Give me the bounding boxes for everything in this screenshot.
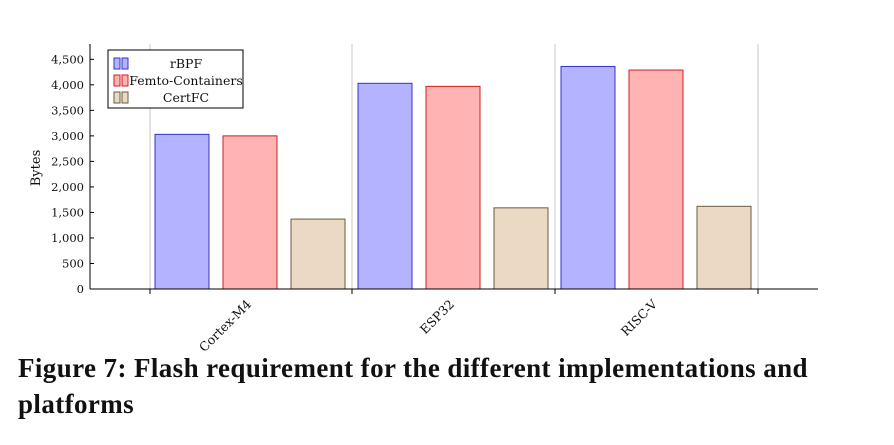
y-tick-label: 500 xyxy=(62,256,84,270)
bar-rbpf-risc-v xyxy=(560,65,616,290)
legend-swatch xyxy=(121,57,129,70)
legend-swatch xyxy=(113,74,121,87)
chart: 0 500 1,000 1,500 2,000 2,500 3,000 3,500 4,000 4… xyxy=(29,44,818,355)
bar-rbpf-cortex-m4 xyxy=(154,133,210,290)
y-tick-label: 4,500 xyxy=(51,52,84,66)
legend-swatch xyxy=(113,57,121,70)
grid xyxy=(149,44,759,289)
x-tick-label: ESP32 xyxy=(417,297,457,337)
bar-femto-containers-cortex-m4 xyxy=(222,135,278,290)
legend-swatch xyxy=(121,74,129,87)
x-tick-label: RISC-V xyxy=(618,296,661,339)
legend-swatch xyxy=(121,91,129,104)
x-tick-label: Cortex-M4 xyxy=(196,296,254,354)
bars xyxy=(154,65,752,290)
bar-femto-containers-esp32 xyxy=(425,85,481,290)
legend: rBPF Femto-Containers CertFC xyxy=(107,49,244,109)
legend-label: CertFC xyxy=(163,90,209,105)
y-tick-label: 1,500 xyxy=(51,205,84,219)
y-tick-label: 0 xyxy=(77,282,84,296)
y-tick-label: 2,500 xyxy=(51,154,84,168)
y-axis-label: Bytes xyxy=(29,150,44,187)
legend-label: Femto-Containers xyxy=(129,73,242,88)
legend-label: rBPF xyxy=(170,56,203,71)
legend-box xyxy=(107,49,244,109)
figure-caption: Figure 7: Flash requirement for the diff… xyxy=(18,353,808,419)
legend-swatch xyxy=(113,91,121,104)
bar-certfc-cortex-m4 xyxy=(290,218,346,290)
y-tick-label: 1,000 xyxy=(51,231,84,245)
bar-chart: 0 500 1,000 1,500 2,000 2,500 3,000 3,500 4,000 4… xyxy=(29,44,818,355)
bar-certfc-risc-v xyxy=(696,205,752,290)
y-tick-label: 4,000 xyxy=(51,78,84,92)
bar-femto-containers-risc-v xyxy=(628,69,684,290)
y-tick-label: 2,000 xyxy=(51,180,84,194)
y-tick-label: 3,000 xyxy=(51,129,84,143)
bar-rbpf-esp32 xyxy=(357,82,413,290)
bar-certfc-esp32 xyxy=(493,207,549,290)
y-tick-label: 3,500 xyxy=(51,103,84,117)
